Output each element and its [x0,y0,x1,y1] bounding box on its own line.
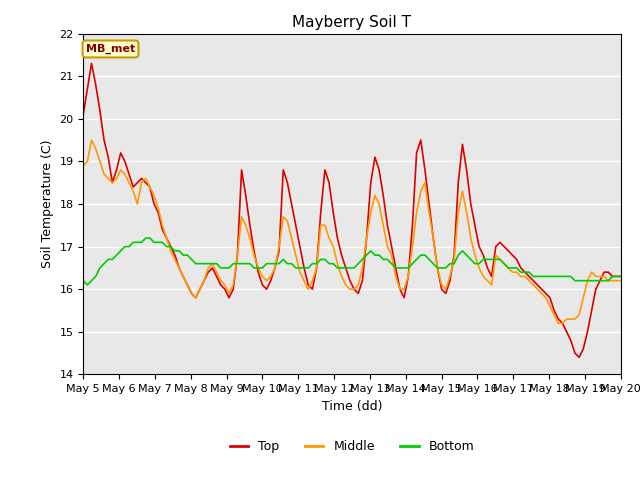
Line: Middle: Middle [83,140,621,324]
Bottom [84,282,92,288]
Top [617,274,625,279]
Middle [229,282,237,288]
Top [479,252,487,258]
Middle [363,235,371,241]
Bottom [367,248,374,254]
Middle [554,321,562,326]
Legend: Top, Middle, Bottom: Top, Middle, Bottom [225,435,479,458]
Top [438,286,445,292]
Top [88,60,95,66]
Bottom [617,274,625,279]
Bottom [79,278,87,284]
Top [363,235,371,241]
Top [504,248,512,254]
Middle [438,282,445,288]
Top [575,354,583,360]
Text: MB_met: MB_met [86,44,135,54]
Bottom [142,235,150,241]
Bottom [234,261,241,266]
Middle [313,265,321,271]
Bottom [509,265,516,271]
Bottom [442,265,450,271]
Middle [504,265,512,271]
Bottom [484,256,492,262]
Middle [88,137,95,143]
Y-axis label: Soil Temperature (C): Soil Temperature (C) [41,140,54,268]
Line: Top: Top [83,63,621,357]
Top [229,286,237,292]
Title: Mayberry Soil T: Mayberry Soil T [292,15,412,30]
Middle [617,278,625,284]
Top [79,112,87,118]
Top [313,265,321,271]
X-axis label: Time (dd): Time (dd) [322,400,382,413]
Bottom [317,256,324,262]
Line: Bottom: Bottom [83,238,621,285]
Middle [479,274,487,279]
Middle [79,163,87,168]
